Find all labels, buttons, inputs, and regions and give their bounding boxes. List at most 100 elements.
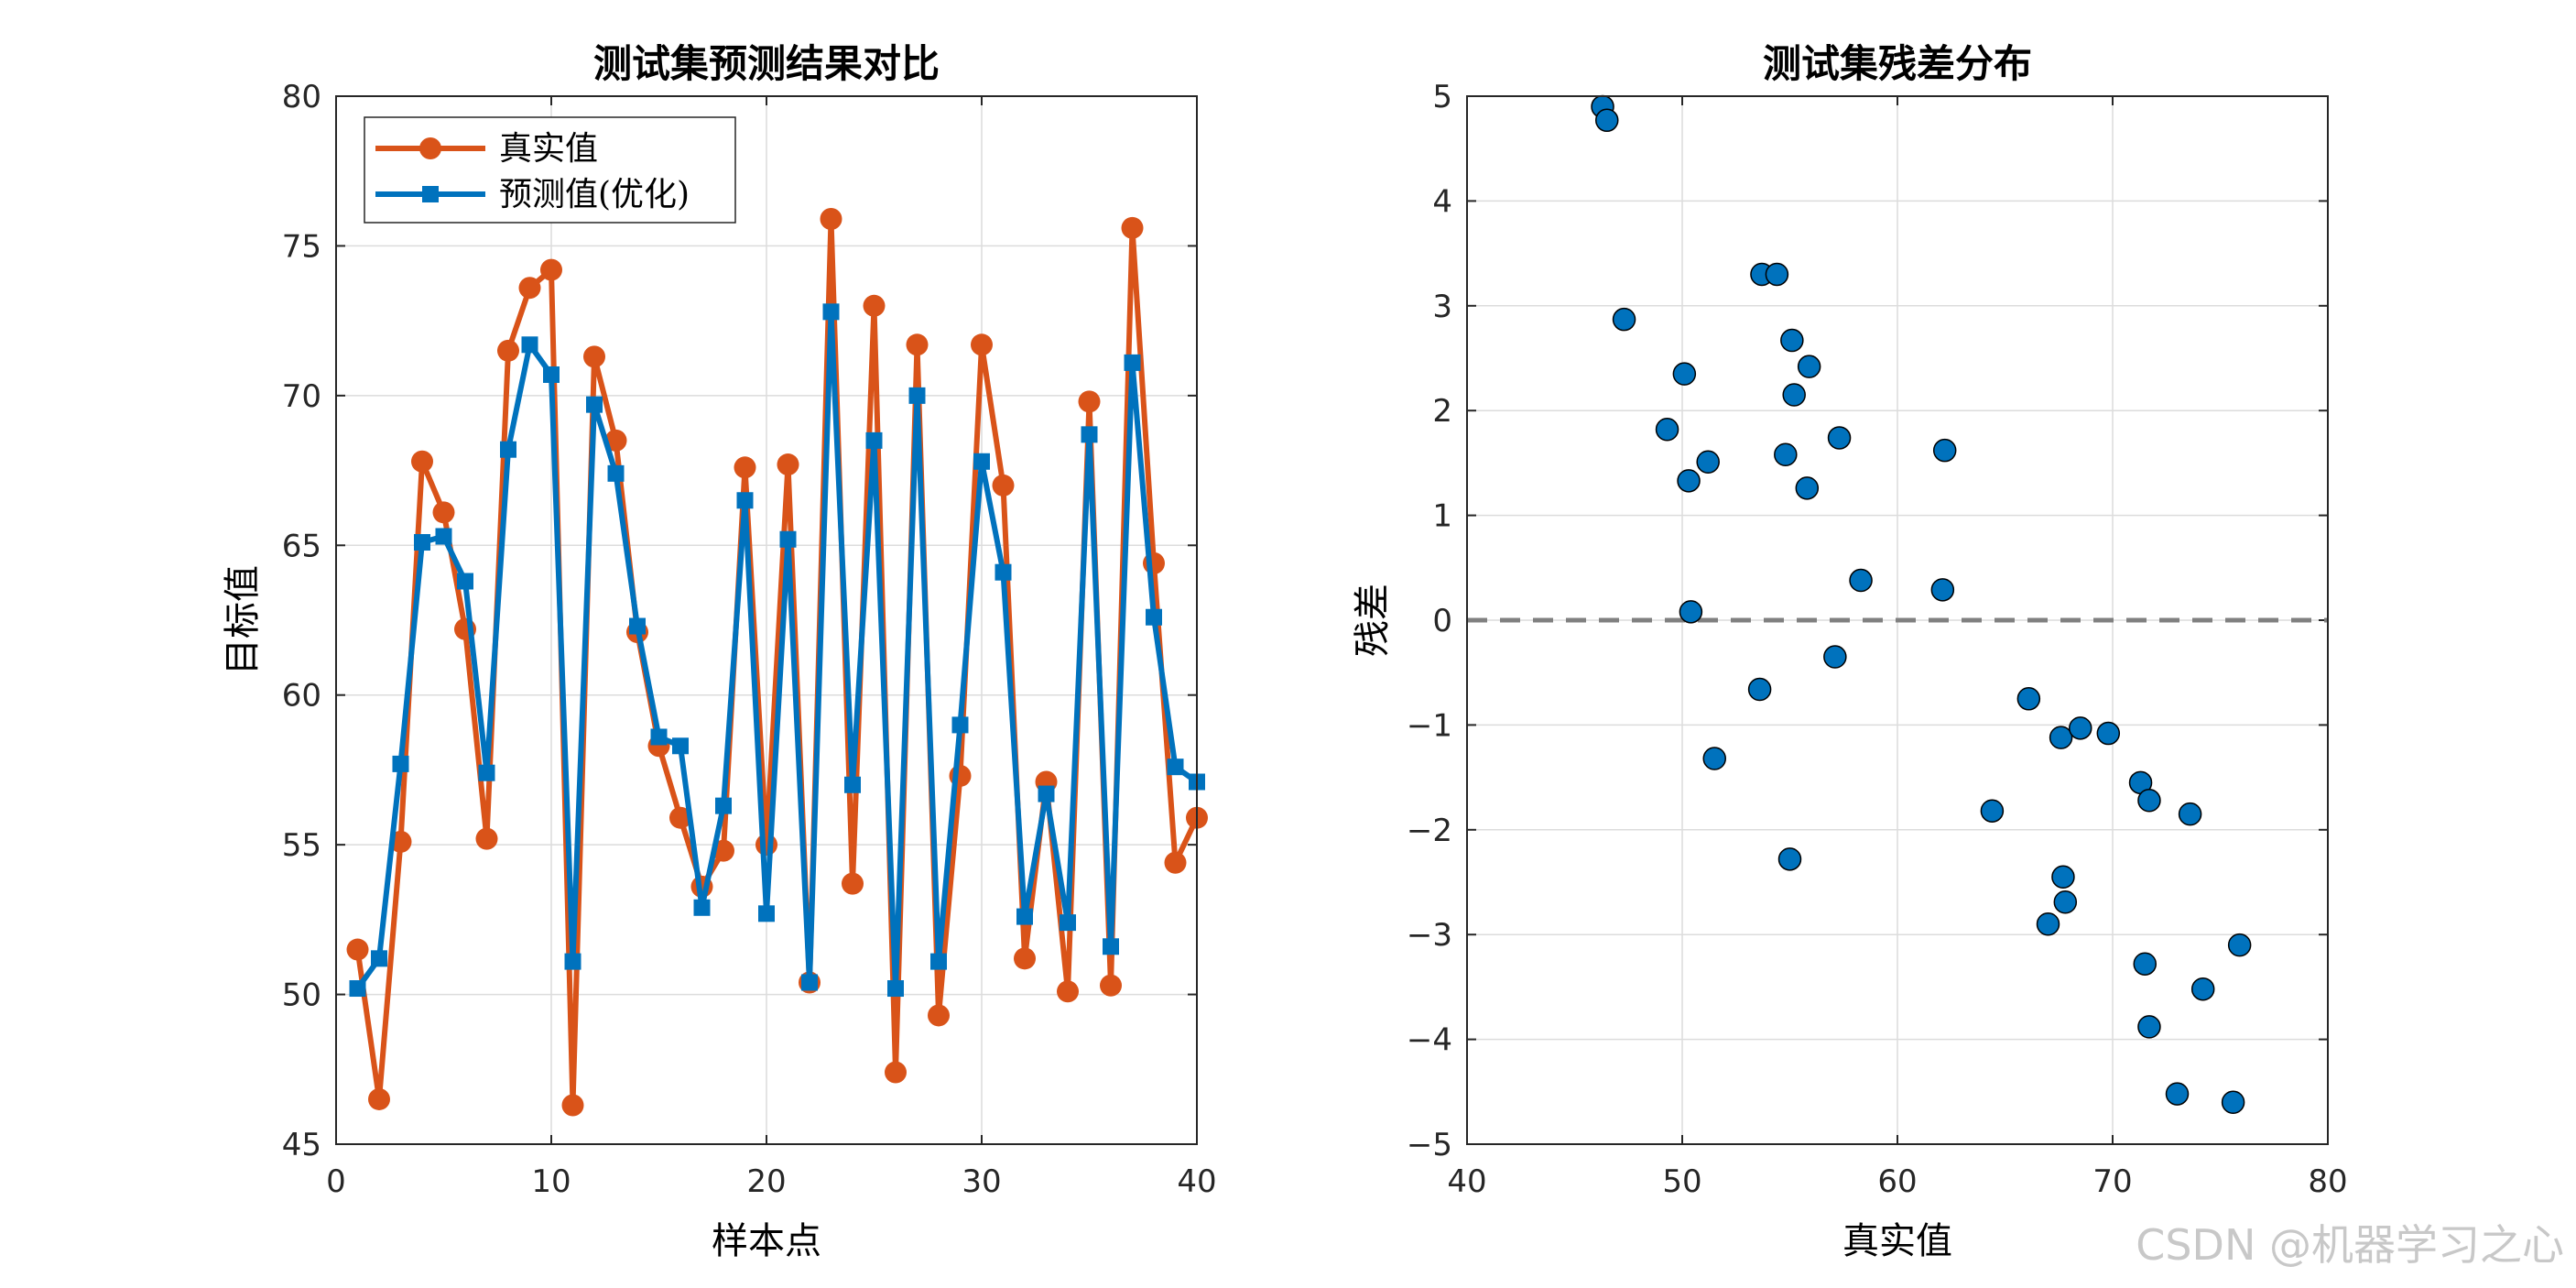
predicted-point [672, 737, 689, 755]
residual-point [2190, 977, 2215, 1001]
residual-point [2137, 1015, 2161, 1039]
watermark: CSDN @机器学习之心 [2136, 1220, 2564, 1270]
residual-point [1702, 747, 1726, 770]
actual-point [518, 277, 541, 300]
predicted-point [822, 303, 840, 321]
residual-point [2165, 1082, 2190, 1106]
scatter-chart-y-tick-label: 1 [1432, 498, 1452, 535]
predicted-point [371, 950, 387, 967]
line-chart-y-tick-label: 50 [282, 977, 321, 1014]
line-chart-legend: 真实值 预测值(优化) [364, 116, 736, 224]
residual-point [1782, 383, 1806, 407]
predicted-point [500, 441, 516, 458]
residual-point [1595, 108, 1619, 133]
residual-point [1777, 847, 1802, 871]
residual-point [1823, 645, 1847, 669]
residual-point [1932, 438, 1957, 463]
predicted-point [758, 905, 775, 922]
line-chart-y-tick-label: 70 [282, 378, 321, 415]
predicted-point [629, 617, 646, 635]
line-chart-y-tick-label: 60 [282, 678, 321, 715]
predicted-point [865, 431, 883, 449]
residual-point [1696, 450, 1720, 475]
residual-point [1797, 355, 1821, 378]
predicted-point [887, 980, 904, 998]
predicted-point [1038, 785, 1055, 802]
residual-point [1672, 362, 1697, 386]
line-chart-ticks: 0 10 20 30 40 45 50 55 60 65 70 75 80 [282, 79, 1217, 1200]
residual-point [1655, 418, 1679, 442]
actual-point [475, 827, 498, 850]
predicted-point [1146, 608, 1162, 626]
predicted-point [801, 974, 818, 991]
actual-point [777, 453, 799, 476]
predicted-point [1124, 354, 1141, 371]
scatter-chart-x-tick-label: 70 [2092, 1163, 2132, 1200]
predicted-point [564, 953, 582, 970]
actual-point [906, 333, 929, 356]
predicted-point [995, 563, 1012, 581]
actual-point [712, 839, 734, 862]
line-chart-y-tick-label: 80 [282, 79, 321, 115]
residual-point [2227, 933, 2252, 957]
predicted-point [349, 980, 366, 998]
residual-point [2069, 716, 2092, 740]
actual-point [669, 806, 691, 829]
predicted-point [930, 953, 947, 970]
actual-point [1100, 974, 1122, 997]
scatter-chart-y-tick-label: 3 [1432, 289, 1452, 325]
line-chart-x-tick-label: 0 [326, 1163, 346, 1200]
predicted-point [586, 396, 603, 413]
actual-point [971, 333, 993, 356]
line-chart-x-tick-label: 30 [962, 1163, 1001, 1200]
scatter-chart-y-tick-label: −3 [1407, 917, 1452, 954]
legend-marker-actual [419, 137, 441, 159]
predicted-point [1081, 426, 1098, 443]
predicted-point [844, 776, 861, 793]
predicted-point [414, 534, 430, 551]
line-chart-y-tick-label: 45 [282, 1127, 321, 1163]
predicted-point [1060, 914, 1076, 932]
actual-point [411, 450, 433, 473]
predicted-point [457, 573, 473, 590]
scatter-chart-y-tick-label: −2 [1407, 813, 1452, 849]
scatter-chart-ticks: 40 50 60 70 80 −5 −4 −3 −2 −1 0 1 2 3 4 5 [1407, 79, 2348, 1200]
scatter-chart-x-tick-label: 40 [1447, 1163, 1486, 1200]
residual-point [2051, 865, 2075, 890]
residual-point [1980, 799, 2005, 823]
scatter-chart-y-tick-label: 5 [1432, 79, 1452, 115]
residual-point [2049, 726, 2073, 749]
line-chart-title: 测试集预测结果对比 [593, 41, 940, 86]
actual-point [885, 1061, 907, 1084]
scatter-chart-y-tick-label: 4 [1432, 183, 1452, 220]
scatter-chart-y-tick-label: −5 [1407, 1127, 1452, 1163]
line-chart-y-axis-label: 目标值 [222, 565, 264, 675]
predicted-point [951, 716, 969, 734]
actual-point [346, 938, 369, 961]
predicted-point [521, 336, 538, 354]
residual-point [2096, 721, 2121, 746]
actual-point [992, 474, 1015, 497]
actual-point [734, 456, 756, 479]
predicted-point [1103, 938, 1119, 955]
actual-point [604, 429, 627, 452]
actual-point [1078, 390, 1101, 413]
scatter-chart-y-tick-label: −1 [1407, 707, 1452, 744]
predicted-point [779, 530, 797, 548]
line-chart-x-tick-label: 20 [746, 1163, 786, 1200]
predicted-point [736, 492, 754, 509]
predicted-point [1016, 908, 1033, 925]
actual-point [368, 1087, 390, 1110]
residual-point [2137, 789, 2161, 813]
residual-point [2133, 952, 2157, 976]
residual-point [2053, 890, 2078, 914]
legend-label-actual: 真实值 [499, 130, 598, 168]
line-chart-y-tick-label: 75 [282, 228, 321, 265]
scatter-chart-y-tick-label: 0 [1432, 603, 1452, 639]
scatter-chart-points [1591, 94, 2252, 1114]
actual-point [820, 208, 842, 231]
line-chart-x-tick-label: 40 [1177, 1163, 1216, 1200]
legend-label-predicted: 预测值(优化) [499, 176, 690, 213]
actual-point [540, 258, 562, 281]
residual-point [1747, 677, 1772, 702]
